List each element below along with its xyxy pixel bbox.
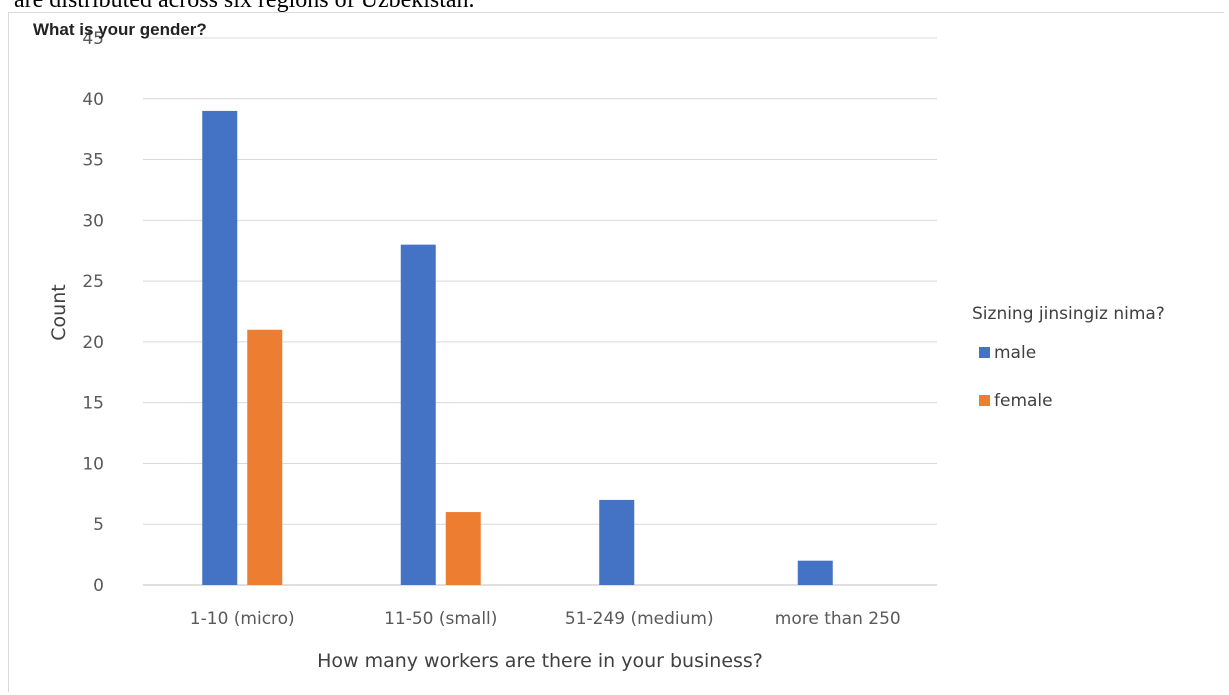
y-tick-label-5: 5	[93, 515, 104, 535]
y-tick-label-20: 20	[82, 333, 104, 353]
y-tick-label-10: 10	[82, 454, 104, 474]
y-tick-label-30: 30	[82, 211, 104, 231]
x-tick-label-3: 51-249 (medium)	[565, 609, 714, 629]
bars	[202, 110, 833, 585]
legend: Sizning jinsingiz nima? male female	[972, 304, 1165, 411]
x-axis-title: How many workers are there in your busin…	[317, 650, 763, 672]
y-axis-title: Count	[48, 284, 70, 340]
y-tick-label-45: 45	[82, 29, 104, 49]
y-tick-label-25: 25	[82, 272, 104, 292]
bar-male-2	[400, 244, 436, 585]
legend-title: Sizning jinsingiz nima?	[972, 304, 1165, 324]
legend-swatch-female	[979, 395, 990, 406]
chart-frame	[8, 12, 1224, 692]
legend-swatch-male	[979, 347, 990, 358]
x-tick-label-2: 11-50 (small)	[384, 609, 497, 629]
bar-male-3	[599, 499, 635, 585]
bar-female-2	[445, 512, 481, 585]
legend-label-female: female	[994, 391, 1053, 411]
x-tick-label-4: more than 250	[775, 609, 901, 629]
bar-female-1	[247, 329, 283, 585]
chart-title: What is your gender?	[33, 20, 207, 39]
y-tick-label-35: 35	[82, 151, 104, 171]
document-caption-text: are distributed across six regions of Uz…	[14, 0, 475, 13]
bar-male-4	[797, 560, 833, 585]
x-axis-ticks: 1-10 (micro) 11-50 (small) 51-249 (medium)…	[190, 609, 901, 629]
y-tick-label-15: 15	[82, 394, 104, 414]
y-tick-label-40: 40	[82, 90, 104, 110]
bar-male-1	[202, 110, 238, 585]
y-axis-ticks: 0 5 10 15 20 25 30 35 40 45	[82, 29, 104, 596]
y-tick-label-0: 0	[93, 576, 104, 596]
x-tick-label-1: 1-10 (micro)	[190, 609, 295, 629]
legend-label-male: male	[994, 343, 1036, 363]
